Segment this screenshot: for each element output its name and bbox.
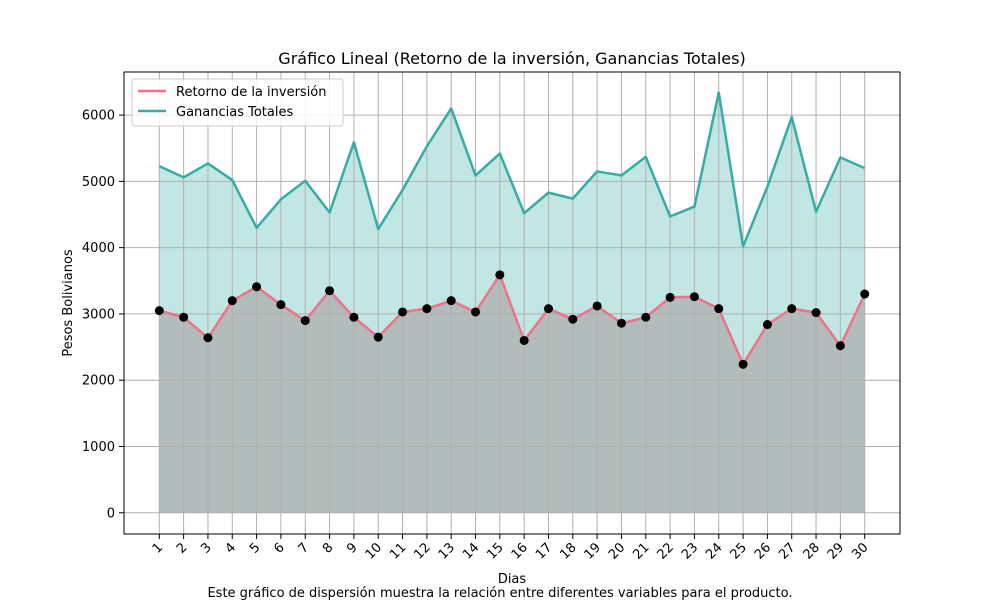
y-tick-label: 4000 (82, 241, 115, 256)
data-point-retorno (860, 289, 870, 299)
x-tick-label: 11 (387, 540, 409, 562)
data-point-retorno (422, 304, 432, 314)
plot-frame (123, 71, 901, 535)
series-line-retorno (158, 273, 866, 366)
series-line-ganancias (158, 91, 866, 248)
y-tick-label: 3000 (82, 307, 115, 322)
x-tick-label: 13 (436, 540, 458, 562)
y-tick-label: 5000 (82, 175, 115, 190)
x-tick-label: 29 (825, 540, 847, 562)
y-tick-label: 6000 (82, 109, 115, 124)
x-tick-label: 24 (703, 540, 725, 562)
data-point-retorno (325, 286, 335, 296)
x-tick-label: 2 (174, 540, 190, 556)
data-point-retorno (276, 300, 286, 310)
x-tick-label: 1 (150, 540, 166, 556)
legend-box (131, 78, 344, 127)
x-tick-label: 10 (363, 540, 385, 562)
area-fills (159, 92, 865, 513)
area-fill-retorno (159, 274, 865, 513)
legend-label-retorno: Retorno de la inversión (176, 85, 327, 100)
series-lines (158, 91, 866, 366)
x-tick-label: 18 (557, 540, 579, 562)
data-point-retorno (714, 304, 724, 314)
x-tick-label: 14 (460, 540, 482, 562)
data-point-retorno (738, 359, 748, 369)
x-tick-label: 12 (411, 540, 433, 562)
data-point-retorno (519, 335, 529, 345)
data-point-retorno (689, 292, 699, 302)
data-point-retorno (811, 308, 821, 318)
x-tick-label: 27 (776, 540, 798, 562)
data-point-retorno (349, 312, 359, 322)
x-tick-label: 17 (533, 540, 555, 562)
x-tick-label: 6 (271, 540, 287, 556)
x-axis: 1 2 3 4 5 6 7 8 9 10 11 12 13 14 15 16 17 18 19 20 21 22 23 24 2… (150, 534, 872, 563)
data-point-retorno (787, 304, 797, 314)
data-point-retorno (471, 307, 481, 317)
y-axis: 0 1000 2000 3000 4000 5000 6000 (82, 109, 124, 521)
y-axis-label: Pesos Bolivianos (61, 249, 76, 357)
data-point-retorno (154, 306, 164, 316)
data-point-retorno (665, 292, 675, 302)
data-point-retorno (252, 282, 262, 292)
data-point-retorno (373, 332, 383, 342)
data-point-retorno (203, 333, 213, 343)
data-point-retorno (543, 304, 553, 314)
data-point-retorno (227, 296, 237, 306)
x-tick-label: 23 (679, 540, 701, 562)
data-point-retorno (762, 320, 772, 330)
legend: Retorno de la inversión Ganancias Totale… (131, 78, 344, 127)
x-tick-label: 19 (582, 540, 604, 562)
data-point-retorno (495, 270, 505, 280)
x-tick-label: 22 (655, 540, 677, 562)
x-tick-label: 28 (801, 540, 823, 562)
data-point-retorno (616, 318, 626, 328)
x-tick-label: 16 (509, 540, 531, 562)
x-tick-label: 30 (849, 540, 871, 562)
x-tick-label: 3 (198, 540, 214, 556)
x-tick-label: 21 (630, 540, 652, 562)
x-tick-label: 8 (320, 540, 336, 556)
y-tick-label: 2000 (82, 374, 115, 389)
x-tick-label: 5 (247, 540, 263, 556)
legend-label-ganancias: Ganancias Totales (176, 105, 293, 120)
x-tick-label: 4 (223, 540, 239, 556)
x-tick-label: 7 (296, 540, 312, 556)
chart-caption: Este gráfico de dispersión muestra la re… (207, 586, 792, 600)
data-markers (154, 270, 870, 369)
data-point-retorno (179, 312, 189, 322)
y-tick-label: 0 (107, 506, 115, 521)
x-tick-label: 15 (484, 540, 506, 562)
x-tick-label: 26 (752, 540, 774, 562)
x-axis-label: Dias (498, 572, 527, 587)
x-tick-label: 9 (344, 540, 360, 556)
data-point-retorno (446, 296, 456, 306)
data-point-retorno (592, 301, 602, 311)
data-point-retorno (641, 312, 651, 322)
grid-lines (124, 72, 900, 534)
x-tick-label: 20 (606, 540, 628, 562)
y-tick-label: 1000 (82, 440, 115, 455)
chart-title: Gráfico Lineal (Retorno de la inversión,… (278, 49, 745, 68)
data-point-retorno (568, 314, 578, 324)
data-point-retorno (398, 307, 408, 317)
data-point-retorno (835, 341, 845, 351)
data-point-retorno (300, 316, 310, 326)
x-tick-label: 25 (728, 540, 750, 562)
